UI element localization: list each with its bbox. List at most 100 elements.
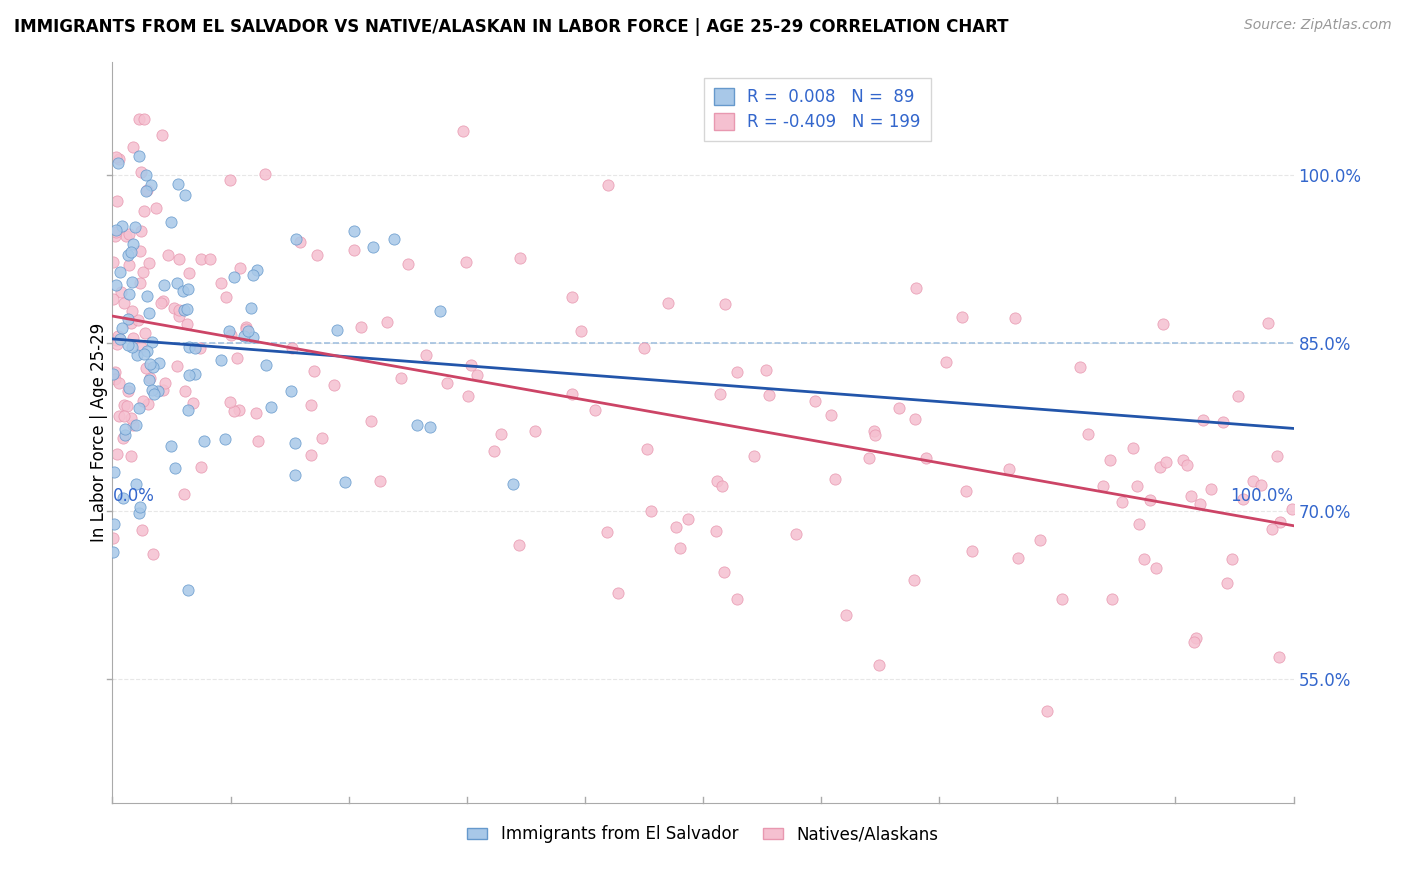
Point — [121, 340, 143, 354]
Point — [1007, 550, 1029, 565]
Point — [120, 316, 142, 330]
Point — [218, 324, 240, 338]
Point — [138, 256, 160, 270]
Point — [141, 383, 163, 397]
Point — [120, 245, 142, 260]
Point — [105, 336, 128, 351]
Point — [108, 153, 131, 167]
Point — [669, 541, 692, 555]
Point — [419, 419, 441, 434]
Point — [361, 239, 384, 253]
Point — [146, 384, 169, 399]
Point — [1146, 561, 1168, 575]
Point — [132, 112, 155, 126]
Point — [709, 387, 731, 401]
Point — [1004, 310, 1026, 325]
Point — [239, 301, 262, 315]
Point — [415, 348, 437, 362]
Point — [1149, 460, 1171, 475]
Point — [304, 364, 326, 378]
Point — [138, 373, 160, 387]
Point — [152, 383, 174, 397]
Point — [134, 326, 156, 341]
Point — [382, 232, 405, 246]
Point — [1173, 453, 1195, 467]
Point — [1111, 494, 1133, 508]
Point — [368, 474, 391, 488]
Point — [117, 338, 139, 352]
Point — [132, 393, 155, 408]
Point — [253, 167, 276, 181]
Point — [962, 543, 984, 558]
Point — [177, 282, 200, 296]
Point — [177, 368, 200, 383]
Point — [183, 368, 205, 382]
Point — [108, 265, 131, 279]
Point — [108, 376, 131, 390]
Point — [183, 396, 205, 410]
Point — [1180, 489, 1202, 503]
Point — [135, 168, 157, 182]
Text: IMMIGRANTS FROM EL SALVADOR VS NATIVE/ALASKAN IN LABOR FORCE | AGE 25-29 CORRELA: IMMIGRANTS FROM EL SALVADOR VS NATIVE/AL… — [14, 18, 1008, 36]
Point — [391, 371, 413, 385]
Point — [742, 449, 765, 463]
Point — [142, 359, 165, 374]
Point — [128, 112, 150, 126]
Point — [323, 377, 346, 392]
Point — [198, 252, 221, 266]
Point — [173, 188, 195, 202]
Point — [1152, 317, 1174, 331]
Point — [508, 538, 530, 552]
Point — [1050, 592, 1073, 607]
Point — [311, 431, 333, 445]
Point — [1185, 631, 1208, 645]
Point — [280, 384, 302, 398]
Point — [1122, 441, 1144, 455]
Point — [1268, 515, 1291, 529]
Point — [215, 290, 238, 304]
Point — [128, 506, 150, 520]
Point — [228, 403, 250, 417]
Point — [176, 301, 198, 316]
Point — [104, 228, 127, 243]
Point — [1192, 413, 1215, 427]
Point — [108, 409, 131, 424]
Point — [360, 414, 382, 428]
Point — [125, 418, 148, 433]
Point — [704, 524, 727, 538]
Point — [226, 351, 249, 366]
Point — [132, 265, 155, 279]
Point — [174, 384, 197, 398]
Point — [129, 340, 152, 354]
Point — [129, 276, 152, 290]
Point — [107, 328, 129, 343]
Point — [725, 365, 748, 379]
Point — [129, 165, 152, 179]
Point — [148, 355, 170, 369]
Point — [242, 268, 264, 282]
Point — [218, 395, 240, 409]
Point — [139, 357, 162, 371]
Point — [1232, 491, 1254, 506]
Point — [104, 366, 127, 380]
Point — [101, 531, 124, 545]
Point — [118, 258, 141, 272]
Point — [125, 348, 148, 362]
Point — [284, 232, 307, 246]
Point — [1154, 455, 1177, 469]
Point — [167, 310, 190, 324]
Point — [131, 523, 153, 537]
Point — [222, 270, 245, 285]
Point — [633, 341, 655, 355]
Point — [863, 424, 886, 438]
Point — [482, 444, 505, 458]
Point — [1267, 649, 1289, 664]
Point — [245, 407, 267, 421]
Point — [101, 368, 124, 382]
Point — [177, 403, 200, 417]
Point — [118, 286, 141, 301]
Point — [183, 341, 205, 355]
Point — [1281, 502, 1303, 516]
Point — [135, 288, 157, 302]
Point — [824, 472, 846, 486]
